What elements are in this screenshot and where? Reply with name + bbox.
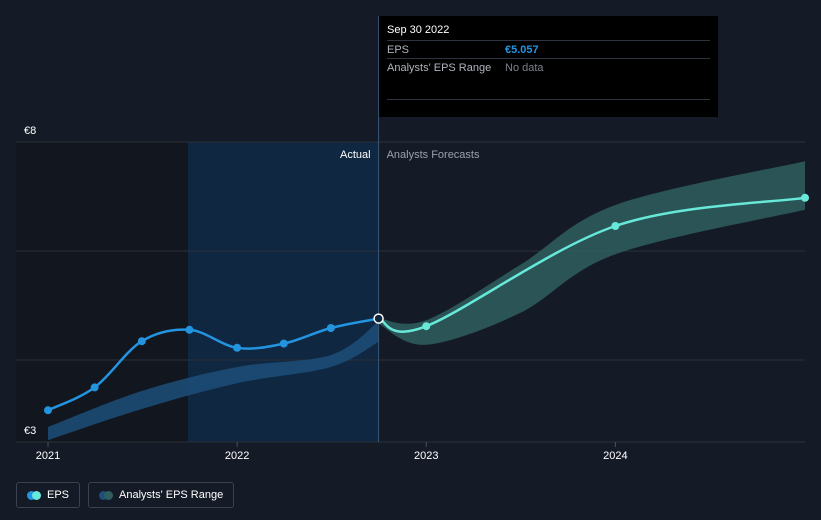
axis-ticks: €8 €3 2021 2022 2023 2024 (24, 125, 628, 462)
legend-range-label: Analysts' EPS Range (119, 489, 224, 501)
eps-point (90, 383, 99, 392)
actual-section-label: Actual (340, 149, 371, 161)
legend-range-button[interactable]: Analysts' EPS Range (88, 482, 235, 508)
eps-point (611, 222, 620, 230)
forecast-section-label: Analysts Forecasts (387, 149, 480, 161)
past-highlight-band (188, 142, 379, 442)
eps-forecast-line (378, 196, 806, 333)
tooltip-row-eps: EPS €5.057 (387, 40, 710, 58)
tooltip-range-key: Analysts' EPS Range (387, 61, 492, 74)
actual-range-band (48, 321, 379, 441)
grid-lines (16, 141, 805, 443)
y-tick-label: €8 (24, 125, 36, 137)
range-bands (48, 161, 805, 441)
eps-point (185, 325, 194, 334)
tooltip-range-value: No data (505, 61, 544, 74)
tooltip-row-range: Analysts' EPS Range No data (387, 58, 710, 76)
legend-eps-label: EPS (47, 489, 70, 501)
legend-eps-button[interactable]: EPS (16, 482, 81, 508)
eps-points (44, 193, 809, 415)
forecast-range-band (378, 161, 805, 345)
highlighted-eps-point (373, 313, 384, 324)
eps-point (137, 337, 146, 346)
hover-tooltip: Sep 30 2022 EPS €5.057 Analysts' EPS Ran… (379, 16, 718, 117)
eps-actual-line (47, 317, 379, 412)
eps-point (422, 322, 431, 331)
tooltip-eps-value: €5.057 (505, 43, 539, 56)
eps-point (233, 343, 242, 352)
range-swatch-icon (99, 490, 114, 500)
eps-lines (47, 196, 806, 412)
x-tick-label: 2021 (36, 450, 60, 462)
x-tick-label: 2022 (225, 450, 249, 462)
eps-point (44, 406, 52, 415)
x-tick-label: 2024 (603, 450, 627, 462)
x-tick-label: 2023 (414, 450, 438, 462)
tooltip-eps-key: EPS (387, 43, 410, 56)
eps-point (326, 324, 335, 332)
tooltip-date: Sep 30 2022 (387, 24, 450, 36)
chart-legend: EPS Analysts' EPS Range (16, 482, 235, 508)
tooltip-spacer (387, 76, 710, 100)
eps-swatch-icon (27, 490, 41, 500)
eps-point (279, 339, 288, 348)
y-tick-label: €3 (24, 425, 36, 437)
eps-point (801, 193, 809, 202)
